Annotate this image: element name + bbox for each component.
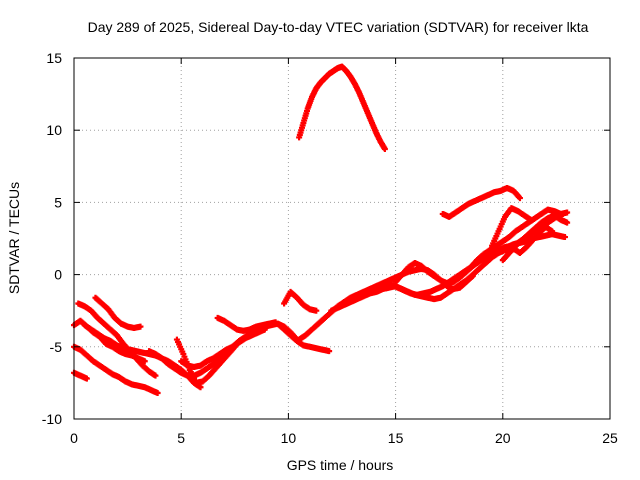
series-arc-5 bbox=[92, 294, 144, 332]
data-point bbox=[197, 384, 204, 391]
y-tick-label: 15 bbox=[46, 50, 62, 66]
data-point bbox=[152, 372, 159, 379]
ticks bbox=[73, 57, 611, 420]
series-arc-20 bbox=[467, 206, 571, 271]
series-arc-18 bbox=[439, 184, 523, 220]
y-axis-label: SDTVAR / TECUs bbox=[6, 182, 22, 294]
series-arc-4 bbox=[75, 300, 159, 379]
x-tick-label: 5 bbox=[177, 430, 185, 446]
x-tick-label: 0 bbox=[70, 430, 78, 446]
series-arc-10 bbox=[214, 314, 279, 334]
data-point bbox=[564, 219, 571, 226]
y-tick-label: -10 bbox=[42, 411, 62, 427]
data-point bbox=[326, 348, 333, 355]
data-point bbox=[381, 145, 388, 152]
data-point bbox=[561, 234, 568, 241]
series-arc-11 bbox=[274, 320, 333, 355]
series-arc-9 bbox=[178, 326, 268, 371]
data-point bbox=[154, 390, 161, 397]
series-arc-3 bbox=[71, 369, 90, 382]
tick-labels: 0 5 10 15 20 25 -10 -5 0 5 10 15 bbox=[42, 50, 618, 446]
y-tick-label: -5 bbox=[50, 339, 63, 355]
data-point bbox=[549, 228, 556, 235]
y-tick-label: 10 bbox=[46, 122, 62, 138]
x-tick-label: 20 bbox=[495, 430, 511, 446]
x-tick-label: 10 bbox=[281, 430, 297, 446]
x-tick-label: 25 bbox=[602, 430, 618, 446]
data-point bbox=[83, 375, 90, 382]
series-arc-12 bbox=[281, 288, 320, 314]
x-tick-label: 15 bbox=[388, 430, 404, 446]
x-axis-label: GPS time / hours bbox=[287, 457, 394, 473]
series-arc-13 bbox=[296, 63, 388, 152]
data-points bbox=[71, 63, 571, 397]
series-arc-14 bbox=[296, 265, 476, 343]
y-tick-label: 5 bbox=[54, 194, 62, 210]
chart-title: Day 289 of 2025, Sidereal Day-to-day VTE… bbox=[88, 19, 589, 35]
series-arc-22 bbox=[510, 223, 556, 256]
data-point bbox=[141, 358, 148, 365]
y-tick-label: 0 bbox=[54, 267, 62, 283]
data-point bbox=[516, 195, 523, 202]
data-point bbox=[313, 307, 320, 314]
plot-frame bbox=[73, 57, 611, 420]
data-point bbox=[137, 323, 144, 330]
data-point bbox=[564, 209, 571, 216]
